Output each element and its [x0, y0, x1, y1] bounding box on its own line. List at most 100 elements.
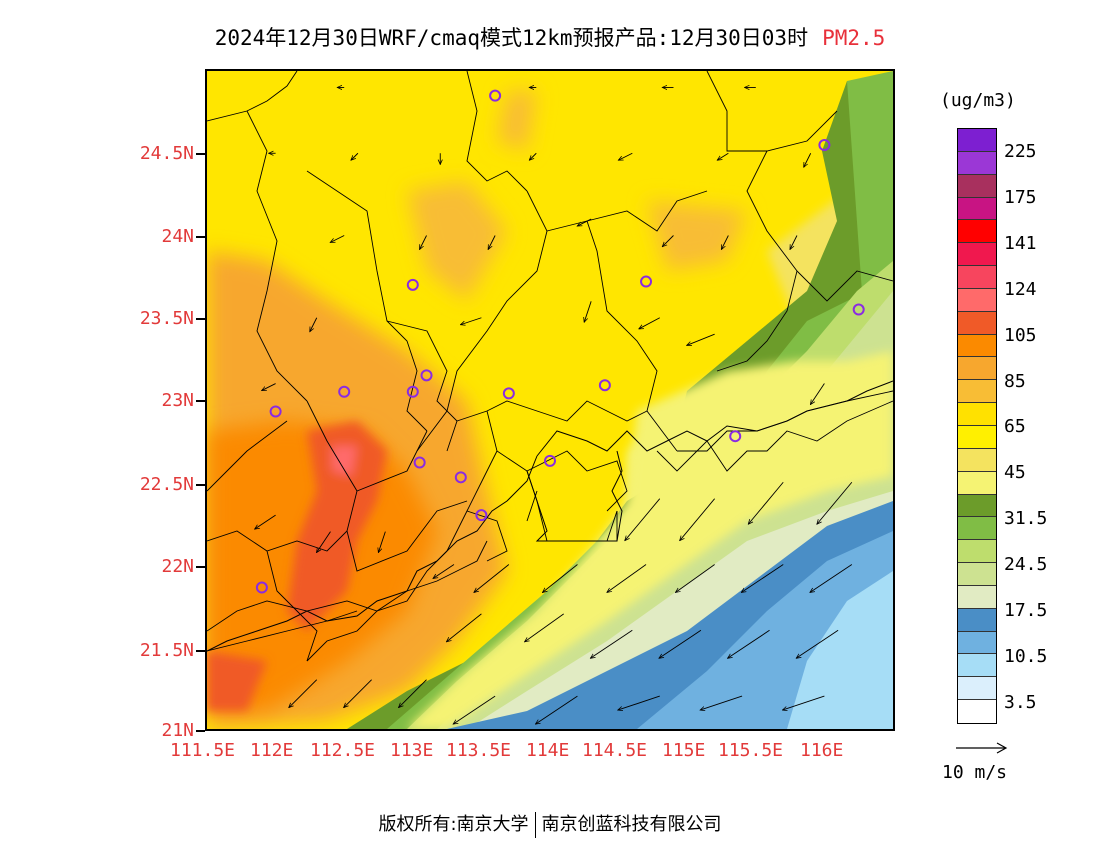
colorbar-unit: (ug/m3) [940, 90, 1016, 111]
pm25-band-ocean [447, 501, 893, 729]
colorbar-swatch [958, 334, 996, 358]
colorbar-swatch [958, 517, 996, 541]
station-marker [406, 278, 419, 291]
wind-vector [618, 152, 633, 160]
colorbar-swatch [958, 357, 996, 381]
wind-vector [810, 564, 853, 593]
wind-vector [310, 317, 318, 332]
footer-separator [534, 812, 536, 838]
colorbar-swatch [958, 174, 996, 198]
station-marker [338, 385, 351, 398]
colorbar-label: 141 [1004, 233, 1037, 254]
station-marker [502, 387, 515, 400]
lon-label-112.5e: 112.5E [310, 740, 376, 761]
wind-vector [721, 235, 729, 250]
lat-label-22n: 22N [161, 556, 194, 577]
wind-vector [700, 695, 743, 710]
boundaries [207, 71, 893, 662]
wind-vector [529, 152, 537, 160]
wind-vector [810, 383, 825, 405]
wind-vector [659, 629, 702, 658]
lon-label-111.5e: 111.5E [170, 740, 236, 761]
wind-vector [446, 613, 482, 642]
wind-vector [344, 679, 372, 708]
station-marker [406, 385, 419, 398]
colorbar-label: 124 [1004, 279, 1037, 300]
station-marker [818, 139, 831, 152]
station-marker [269, 405, 282, 418]
pm25-concentration-map [207, 71, 893, 729]
colorbar-swatch [958, 631, 996, 655]
wind-vector [474, 564, 510, 593]
colorbar-swatch [958, 471, 996, 495]
station-marker [255, 581, 268, 594]
colorbar [957, 128, 997, 724]
wind-vector [804, 153, 812, 167]
wind-vector [453, 695, 496, 724]
lat-tick [196, 153, 205, 155]
colorbar-label: 45 [1004, 462, 1026, 483]
lon-label-114.5e: 114.5E [582, 740, 648, 761]
wind-vector [525, 613, 564, 642]
lon-label-113.5e: 113.5E [446, 740, 512, 761]
wind-vector [535, 695, 578, 724]
wind-vector [316, 531, 331, 553]
wind-vector [796, 629, 839, 658]
colorbar-label: 175 [1004, 187, 1037, 208]
wind-vector [378, 531, 386, 553]
colorbar-swatch [958, 220, 996, 244]
colorbar-swatch [958, 540, 996, 564]
station-markers [255, 89, 865, 594]
station-marker [729, 430, 742, 443]
station-marker [475, 509, 488, 522]
colorbar-swatch [958, 563, 996, 586]
colorbar-swatch [958, 494, 996, 518]
wind-vector [748, 481, 784, 524]
wind-vector [330, 235, 345, 243]
colorbar-label: 65 [1004, 416, 1026, 437]
wind-vector [351, 152, 359, 160]
station-marker [640, 275, 653, 288]
lat-label-21n: 21N [161, 720, 194, 741]
lat-tick [196, 318, 205, 320]
wind-vector [717, 152, 729, 160]
station-marker [489, 89, 502, 102]
wind-reference-label: 10 m/s [942, 762, 1008, 783]
wind-vector [687, 333, 715, 345]
lat-tick [196, 400, 205, 402]
colorbar-swatch [958, 448, 996, 472]
wind-vector [680, 498, 715, 541]
copyright-left: 版权所有:南京大学 [378, 814, 529, 835]
lat-tick [196, 650, 205, 652]
wind-vector [399, 679, 427, 708]
colorbar-swatch [958, 243, 996, 267]
colorbar-swatch [958, 425, 996, 449]
lon-label-113e: 113E [390, 740, 434, 761]
colorbar-swatch [958, 585, 996, 609]
lat-label-23n: 23N [161, 390, 194, 411]
pm25-band-124 [207, 421, 387, 711]
colorbar-swatch [958, 700, 996, 723]
wind-vector [662, 235, 674, 247]
wind-vector [433, 564, 455, 579]
copyright-footer: 版权所有:南京大学 南京创蓝科技有限公司 [0, 810, 1100, 838]
station-marker [420, 369, 433, 382]
colorbar-swatch [958, 654, 996, 678]
colorbar-label: 17.5 [1004, 600, 1048, 621]
colorbar-swatch [958, 266, 996, 289]
map-title: 2024年12月30日WRF/cmaq模式12km预报产品:12月30日03时 P… [0, 22, 1100, 52]
pm25-map-panel [205, 69, 895, 731]
wind-vector [741, 564, 784, 593]
wind-vector [728, 629, 770, 658]
colorbar-swatch [958, 197, 996, 221]
pm25-band-45-inland [407, 351, 893, 729]
colorbar-label: 31.5 [1004, 508, 1048, 529]
coastline [207, 380, 893, 652]
colorbar-label: 225 [1004, 141, 1037, 162]
wind-vector [460, 317, 482, 325]
lat-label-24n: 24N [161, 226, 194, 247]
wind-reference-arrow [956, 742, 1008, 754]
lon-label-116e: 116E [800, 740, 844, 761]
wind-vector [542, 564, 578, 593]
colorbar-swatch [958, 403, 996, 426]
